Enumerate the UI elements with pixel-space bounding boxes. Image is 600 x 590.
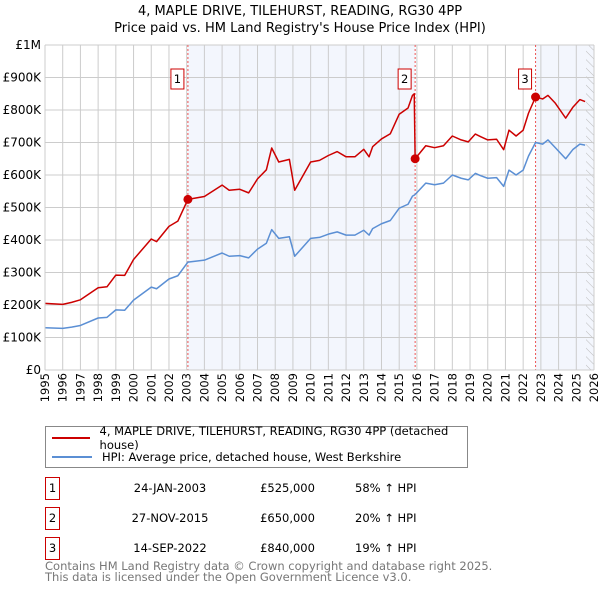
property-price-line	[44, 93, 586, 306]
x-tick-label: 2000	[127, 373, 141, 402]
x-tick-label: 2017	[428, 373, 442, 402]
x-tick-label: 2009	[286, 373, 300, 402]
x-tick-label: 1996	[56, 373, 70, 402]
x-tick-label: 2025	[569, 373, 583, 402]
x-tick-label: 1998	[91, 373, 105, 402]
x-tick-label: 2023	[534, 373, 548, 402]
sale-label-box-1	[170, 68, 185, 90]
x-tick-label: 2002	[162, 373, 176, 402]
x-tick-label: 1995	[38, 373, 52, 402]
sale-label-box-3	[518, 68, 533, 90]
sale-marker-label: 2	[45, 507, 60, 530]
sale-date: 14-SEP-2022	[133, 541, 207, 555]
legend-label-hpi: HPI: Average price, detached house, West…	[102, 450, 402, 464]
chart-title: 4, MAPLE DRIVE, TILEHURST, READING, RG30…	[137, 4, 463, 19]
legend-swatch-property	[52, 437, 90, 439]
sale-point-3	[531, 92, 541, 102]
x-tick-label: 2012	[339, 373, 353, 402]
x-tick-label: 2005	[215, 373, 229, 402]
y-tick-label: £100K	[3, 331, 43, 345]
x-tick-label: 2020	[481, 373, 495, 402]
sale-marker-label: 3	[45, 537, 60, 560]
y-tick-label: £900K	[3, 71, 43, 85]
y-tick-label: £300K	[3, 266, 43, 280]
x-tick-label: 2003	[180, 373, 194, 402]
sale-date: 27-NOV-2015	[131, 511, 209, 525]
sale-price: £840,000	[260, 541, 315, 555]
sale-price: £650,000	[260, 511, 315, 525]
sale-date: 24-JAN-2003	[133, 481, 207, 495]
sale-hpi-diff: 20% ↑ HPI	[355, 511, 417, 525]
y-tick-label: £800K	[3, 103, 43, 117]
x-tick-label: 2019	[463, 373, 477, 402]
y-tick-label: £700K	[3, 136, 43, 150]
x-tick-label: 2016	[410, 373, 424, 402]
x-tick-label: 2013	[357, 373, 371, 402]
sale-label-2: 2	[401, 72, 408, 86]
x-tick-label: 2015	[392, 373, 406, 402]
hpi-line	[44, 139, 586, 330]
sale-label-1: 1	[174, 72, 181, 86]
x-tick-label: 2011	[321, 373, 335, 402]
y-tick-label: £0	[26, 363, 41, 377]
sale-marker-label: 1	[45, 477, 60, 500]
line-chart: 1995 1996 1997 1998 1999 2000 2001 2002 2003 2004…	[3, 38, 600, 402]
chart-subtitle: Price paid vs. HM Land Registry's House …	[114, 21, 486, 36]
x-tick-label: 2001	[144, 373, 158, 402]
footer-copyright: Contains HM Land Registry data © Crown c…	[45, 559, 493, 573]
legend: 4, MAPLE DRIVE, TILEHURST, READING, RG30…	[45, 424, 468, 468]
sale-label-box-2	[397, 68, 412, 90]
legend-swatch-hpi	[52, 456, 92, 458]
x-tick-label: 2004	[197, 373, 211, 402]
footer-licence: This data is licensed under the Open Gov…	[45, 570, 412, 584]
sale-hpi-diff: 58% ↑ HPI	[355, 481, 417, 495]
x-tick-label: 2024	[552, 373, 566, 402]
y-tick-label: £600K	[3, 168, 43, 182]
sale-hpi-diff: 19% ↑ HPI	[355, 541, 417, 555]
x-tick-label: 2014	[374, 373, 388, 402]
x-tick-label: 2008	[268, 373, 282, 402]
sale-point-1	[183, 194, 193, 204]
x-tick-label: 1997	[73, 373, 87, 402]
x-tick-label: 2021	[498, 373, 512, 402]
sale-row-3: 3 14-SEP-2022 £840,000 19% ↑ HPI	[45, 537, 445, 560]
sale-label-3: 3	[521, 72, 528, 86]
x-tick-label: 2010	[304, 373, 318, 402]
x-tick-label: 2006	[233, 373, 247, 402]
legend-label-property: 4, MAPLE DRIVE, TILEHURST, READING, RG30…	[99, 424, 449, 452]
sale-row-2: 2 27-NOV-2015 £650,000 20% ↑ HPI	[45, 507, 445, 530]
y-tick-label: £400K	[3, 233, 43, 247]
x-tick-label: 2026	[587, 373, 600, 402]
legend-item-hpi: HPI: Average price, detached house, West…	[52, 449, 401, 465]
sale-row-1: 1 24-JAN-2003 £525,000 58% ↑ HPI	[45, 477, 445, 500]
legend-item-property: 4, MAPLE DRIVE, TILEHURST, READING, RG30…	[52, 424, 467, 452]
y-tick-label: £200K	[3, 298, 43, 312]
sale-price: £525,000	[260, 481, 315, 495]
x-tick-label: 2018	[445, 373, 459, 402]
x-tick-label: 2022	[516, 373, 530, 402]
x-tick-label: 1999	[109, 373, 123, 402]
y-tick-label: £1M	[15, 38, 41, 52]
sale-point-2	[410, 154, 420, 164]
y-tick-label: £500K	[3, 201, 43, 215]
x-tick-label: 2007	[251, 373, 265, 402]
